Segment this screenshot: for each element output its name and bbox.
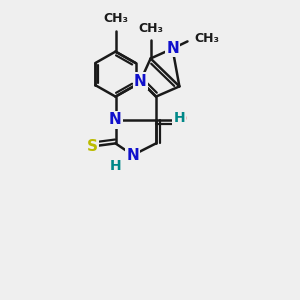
Text: N: N <box>134 74 147 88</box>
Text: N: N <box>109 112 122 128</box>
Text: S: S <box>87 139 98 154</box>
Text: H: H <box>174 111 185 125</box>
Text: N: N <box>166 41 179 56</box>
Text: N: N <box>127 148 139 163</box>
Text: CH₃: CH₃ <box>103 13 128 26</box>
Text: CH₃: CH₃ <box>194 32 219 46</box>
Text: O: O <box>173 112 186 128</box>
Text: CH₃: CH₃ <box>138 22 163 34</box>
Text: H: H <box>110 160 121 173</box>
